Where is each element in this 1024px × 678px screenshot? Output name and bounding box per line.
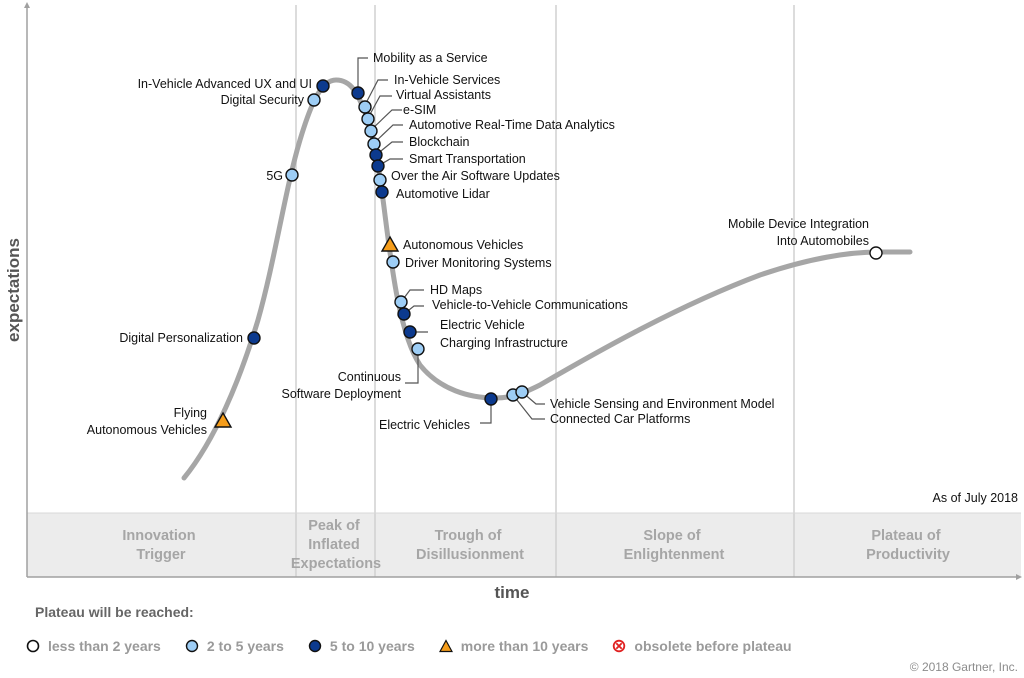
technology-markers	[213, 79, 883, 428]
tech-label: Continuous Software Deployment	[281, 370, 401, 401]
tech-marker	[213, 411, 233, 428]
tech-label: In-Vehicle Advanced UX and UI	[138, 77, 312, 91]
tech-label: Electric Vehicle Charging Infrastructure	[440, 318, 568, 350]
legend-label: 2 to 5 years	[206, 638, 284, 654]
tech-label: Connected Car Platforms	[550, 412, 690, 426]
tech-label: Mobility as a Service	[373, 51, 488, 65]
tech-label: HD Maps	[430, 283, 482, 297]
legend-item-5-to-10: 5 to 10 years	[308, 638, 415, 654]
tech-label: Flying Autonomous Vehicles	[87, 406, 207, 437]
tech-marker	[316, 79, 330, 93]
phase-peak: Peak of Inflated Expectations	[291, 518, 381, 572]
tech-label: Blockchain	[409, 135, 469, 149]
tech-marker	[369, 148, 383, 162]
legend: less than 2 years 2 to 5 years 5 to 10 y…	[26, 638, 816, 654]
dark-blue-circle-icon	[308, 639, 322, 653]
as-of-date: As of July 2018	[933, 491, 1019, 505]
tech-marker	[380, 235, 400, 252]
tech-label: Over the Air Software Updates	[391, 169, 560, 183]
legend-item-2-to-5: 2 to 5 years	[185, 638, 284, 654]
white-circle-icon	[26, 639, 40, 653]
tech-label: Vehicle-to-Vehicle Communications	[432, 298, 628, 312]
phase-band	[27, 513, 1021, 577]
tech-label: 5G	[266, 169, 283, 183]
tech-marker	[403, 325, 417, 339]
tech-label: In-Vehicle Services	[394, 73, 500, 87]
tech-marker	[367, 137, 381, 151]
y-axis-arrow	[24, 2, 30, 8]
tech-label: Mobile Device Integration Into Automobile…	[728, 217, 869, 248]
x-axis-label: time	[495, 583, 530, 600]
tech-label: Autonomous Vehicles	[403, 238, 523, 252]
tech-marker	[375, 185, 389, 199]
phase-dividers	[295, 5, 795, 577]
tech-label: Virtual Assistants	[396, 88, 491, 102]
tech-label: Smart Transportation	[409, 152, 526, 166]
technology-labels: Flying Autonomous Vehicles Digital Person…	[87, 51, 869, 437]
legend-label: 5 to 10 years	[329, 638, 415, 654]
legend-title: Plateau will be reached:	[35, 604, 194, 620]
hype-curve	[181, 77, 913, 481]
tech-label: e-SIM	[403, 103, 436, 117]
legend-item-less-than-2: less than 2 years	[26, 638, 161, 654]
tech-marker	[285, 168, 299, 182]
tech-marker	[411, 342, 425, 356]
phase-trough: Trough of Disillusionment	[416, 528, 524, 563]
phase-slope: Slope of Enlightenment	[624, 528, 725, 563]
legend-label: more than 10 years	[460, 638, 589, 654]
tech-marker	[307, 93, 321, 107]
tech-label: Digital Security	[221, 93, 305, 107]
tech-marker	[351, 86, 365, 100]
tech-label: Automotive Real-Time Data Analytics	[409, 118, 615, 132]
tech-label: Driver Monitoring Systems	[405, 256, 552, 270]
x-axis-arrow	[1016, 574, 1022, 580]
tech-label: Digital Personalization	[119, 331, 243, 345]
tech-marker	[869, 246, 883, 260]
phase-plateau: Plateau of Productivity	[866, 528, 950, 563]
y-axis-label: expectations	[4, 238, 23, 342]
copyright: © 2018 Gartner, Inc.	[909, 660, 1018, 674]
tech-marker	[247, 331, 261, 345]
phase-innovation-trigger: Innovation Trigger	[122, 528, 199, 563]
tech-marker	[373, 173, 387, 187]
legend-label: obsolete before plateau	[634, 638, 792, 654]
tech-marker	[515, 385, 529, 399]
tech-label: Automotive Lidar	[396, 187, 490, 201]
legend-item-obsolete: obsolete before plateau	[612, 638, 792, 654]
hype-cycle-chart: expectations time As of July 2018 Innova…	[4, 2, 1022, 600]
obsolete-x-circle-icon	[613, 639, 626, 653]
tech-marker	[364, 124, 378, 138]
tech-marker	[484, 392, 498, 406]
tech-label: Electric Vehicles	[379, 418, 470, 432]
tech-marker	[397, 307, 411, 321]
tech-marker	[386, 255, 400, 269]
tech-marker	[394, 295, 408, 309]
tech-marker	[361, 112, 375, 126]
legend-item-more-than-10: more than 10 years	[438, 638, 589, 654]
light-blue-circle-icon	[185, 639, 199, 653]
legend-label: less than 2 years	[48, 638, 161, 654]
orange-triangle-icon	[438, 639, 453, 653]
tech-label: Vehicle Sensing and Environment Model	[550, 397, 774, 411]
tech-marker	[358, 100, 372, 114]
tech-marker	[371, 159, 385, 173]
